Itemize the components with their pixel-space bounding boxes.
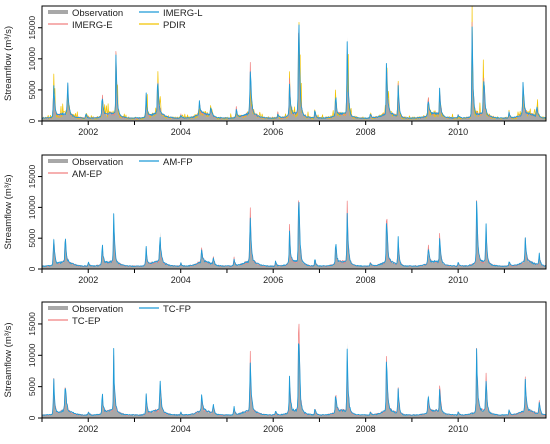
x-tick-label: 2010 xyxy=(448,275,468,285)
y-axis-label: Streamflow (m³/s) xyxy=(3,175,14,250)
y-tick-label: 10000 xyxy=(27,343,37,367)
legend-label: Observation xyxy=(72,8,123,19)
legend-label: IMERG-L xyxy=(163,8,203,19)
y-tick-label: 15000 xyxy=(27,164,37,188)
x-tick-label: 2004 xyxy=(171,424,191,434)
x-tick-label: 2010 xyxy=(448,424,468,434)
x-tick-label: 2006 xyxy=(263,127,283,137)
legend-label: TC-EP xyxy=(72,316,101,327)
x-tick-label: 2004 xyxy=(171,275,191,285)
x-tick-label: 2010 xyxy=(448,127,468,137)
series-line-am-fp xyxy=(41,201,547,267)
observation-area xyxy=(42,204,546,269)
y-tick-label: 0 xyxy=(27,118,37,123)
y-tick-label: 5000 xyxy=(27,377,37,396)
y-axis-label: Streamflow (m³/s) xyxy=(3,26,14,101)
legend-label: PDIR xyxy=(163,20,186,31)
x-tick-label: 2006 xyxy=(263,424,283,434)
legend-label: TC-FP xyxy=(163,304,191,315)
y-tick-label: 5000 xyxy=(27,228,37,247)
y-tick-label: 10000 xyxy=(27,47,37,71)
observation-area xyxy=(42,342,546,418)
chart-panel-1: 0 5000 10000 15000 2002 2004 2006 2008 2010 Strea… xyxy=(3,5,547,137)
y-tick-label: 0 xyxy=(27,266,37,271)
series-line-tc-fp xyxy=(41,343,547,416)
series-line-tc-ep xyxy=(42,323,547,417)
y-tick-label: 0 xyxy=(27,415,37,420)
x-tick-label: 2002 xyxy=(78,275,98,285)
legend-label: Observation xyxy=(72,304,123,315)
chart-panel-2: 0 5000 10000 15000 2002 2004 2006 2008 2010 Strea… xyxy=(3,154,547,285)
x-tick-label: 2006 xyxy=(263,275,283,285)
y-tick-label: 15000 xyxy=(27,312,37,336)
x-tick-label: 2008 xyxy=(356,424,376,434)
x-tick-label: 2004 xyxy=(171,127,191,137)
series-line-am-ep xyxy=(41,200,547,268)
series-line-imerg-e xyxy=(41,21,547,120)
plot-frame xyxy=(41,301,547,419)
x-tick-label: 2002 xyxy=(78,424,98,434)
y-tick-label: 10000 xyxy=(27,195,37,219)
plot-frame xyxy=(41,154,547,270)
y-tick-label: 15000 xyxy=(27,16,37,40)
legend-label: IMERG-E xyxy=(72,20,113,31)
legend-label: AM-FP xyxy=(163,157,193,168)
y-axis-label: Streamflow (m³/s) xyxy=(3,323,14,398)
series-line-imerg-l xyxy=(41,24,547,119)
plot-frame xyxy=(41,5,547,122)
legend-label: Observation xyxy=(72,157,123,168)
chart-panel-3: 0 5000 10000 15000 2002 2004 2006 2008 2010 Strea… xyxy=(3,301,547,434)
observation-area xyxy=(42,34,546,121)
x-tick-label: 2002 xyxy=(78,127,98,137)
y-tick-label: 5000 xyxy=(27,80,37,99)
legend-label: AM-EP xyxy=(72,169,102,180)
x-tick-label: 2008 xyxy=(356,275,376,285)
x-tick-label: 2008 xyxy=(356,127,376,137)
